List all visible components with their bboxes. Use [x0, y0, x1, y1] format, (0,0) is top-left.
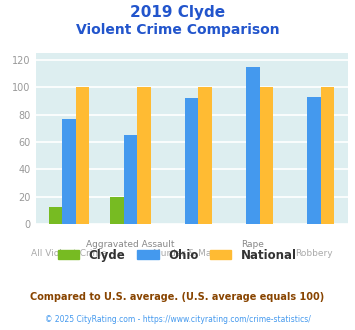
Bar: [321, 87, 334, 224]
Text: Murder & Mans...: Murder & Mans...: [153, 249, 230, 258]
Text: All Violent Crime: All Violent Crime: [31, 249, 107, 258]
Bar: [185, 98, 198, 224]
Bar: [137, 87, 151, 224]
Bar: [62, 119, 76, 224]
Text: 2019 Clyde: 2019 Clyde: [130, 5, 225, 20]
Bar: [307, 97, 321, 224]
Text: Aggravated Assault: Aggravated Assault: [86, 240, 175, 248]
Legend: Clyde, Ohio, National: Clyde, Ohio, National: [53, 244, 302, 266]
Bar: [246, 67, 260, 224]
Bar: [49, 207, 62, 224]
Bar: [260, 87, 273, 224]
Text: Violent Crime Comparison: Violent Crime Comparison: [76, 23, 279, 37]
Bar: [110, 197, 124, 224]
Text: © 2025 CityRating.com - https://www.cityrating.com/crime-statistics/: © 2025 CityRating.com - https://www.city…: [45, 315, 310, 324]
Text: Compared to U.S. average. (U.S. average equals 100): Compared to U.S. average. (U.S. average …: [31, 292, 324, 302]
Bar: [198, 87, 212, 224]
Text: Robbery: Robbery: [295, 249, 333, 258]
Bar: [76, 87, 89, 224]
Text: Rape: Rape: [241, 240, 264, 248]
Bar: [124, 135, 137, 224]
